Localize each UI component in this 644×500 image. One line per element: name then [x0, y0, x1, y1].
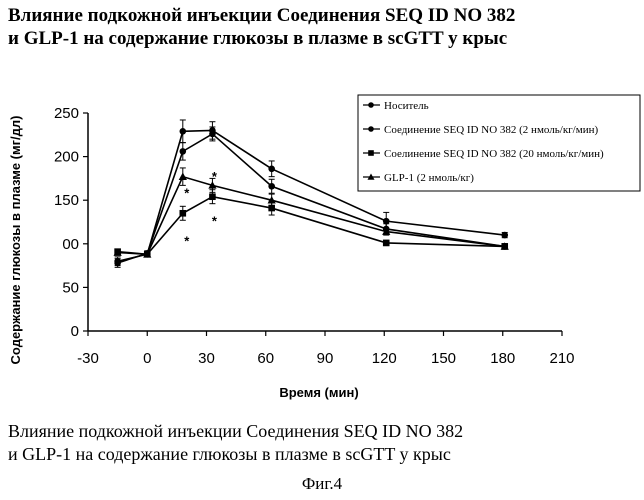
x-tick-label: -30: [77, 350, 99, 367]
series-3: [114, 190, 508, 258]
data-point: [501, 232, 508, 239]
figure-caption-line-1: Влияние подкожной инъекции Соединения SE…: [8, 420, 638, 443]
chart-legend: Носитель Соединение SEQ ID NO 382 (2 нмол…: [358, 95, 640, 191]
data-point: [180, 128, 187, 135]
x-axis-label: Время (мин): [279, 385, 358, 400]
data-point: [268, 183, 275, 190]
data-point: [180, 148, 187, 155]
significance-annotation: *: [184, 233, 190, 248]
data-point: [268, 166, 275, 173]
x-tick-label: 210: [549, 350, 574, 367]
y-tick-label: 200: [54, 149, 79, 166]
y-tick-label: 0: [71, 323, 79, 340]
x-tick-label: 150: [431, 350, 456, 367]
legend-entry: Соединение SEQ ID NO 382 (2 нмоль/кг/мин…: [384, 124, 598, 136]
x-tick-label: 90: [317, 350, 334, 367]
significance-annotation: *: [212, 169, 218, 184]
figure-caption-line-2: и GLP-1 на содержание глюкозы в плазме в…: [8, 443, 638, 466]
x-tick-label: 0: [143, 350, 151, 367]
x-tick-label: 180: [490, 350, 515, 367]
y-tick-label: 00: [62, 236, 79, 253]
chart-annotations: * * * *: [184, 169, 218, 249]
x-tick-label: 30: [198, 350, 215, 367]
legend-marker: [368, 126, 374, 132]
data-point: [209, 131, 216, 138]
legend-marker: [368, 102, 374, 108]
x-tick-label: 60: [257, 350, 274, 367]
significance-annotation: *: [184, 185, 190, 200]
glucose-line-chart: 05000150200250-300306090120150180210 ***…: [0, 0, 644, 420]
data-point: [114, 260, 121, 267]
legend-entry: Соелинение SEQ ID NO 382 (20 нмоль/кг/ми…: [384, 148, 604, 160]
y-axis-label: Содержание глюкозы в плазме (мг/дл): [8, 116, 23, 365]
series-line: [118, 197, 505, 255]
x-tick-label: 120: [372, 350, 397, 367]
legend-entry: Носитель: [384, 100, 429, 112]
legend-marker: [368, 150, 374, 156]
significance-annotation: *: [212, 213, 218, 228]
figure-number: Фиг.4: [0, 474, 644, 494]
data-point: [209, 193, 216, 200]
data-point: [180, 210, 187, 217]
y-tick-label: 150: [54, 192, 79, 209]
legend-entry: GLP-1 (2 нмоль/кг): [384, 172, 474, 184]
figure-caption: Влияние подкожной инъекции Соединения SE…: [8, 420, 638, 466]
data-point: [179, 173, 187, 180]
y-tick-label: 250: [54, 105, 79, 122]
data-point: [383, 240, 390, 247]
y-tick-label: 50: [62, 279, 79, 296]
